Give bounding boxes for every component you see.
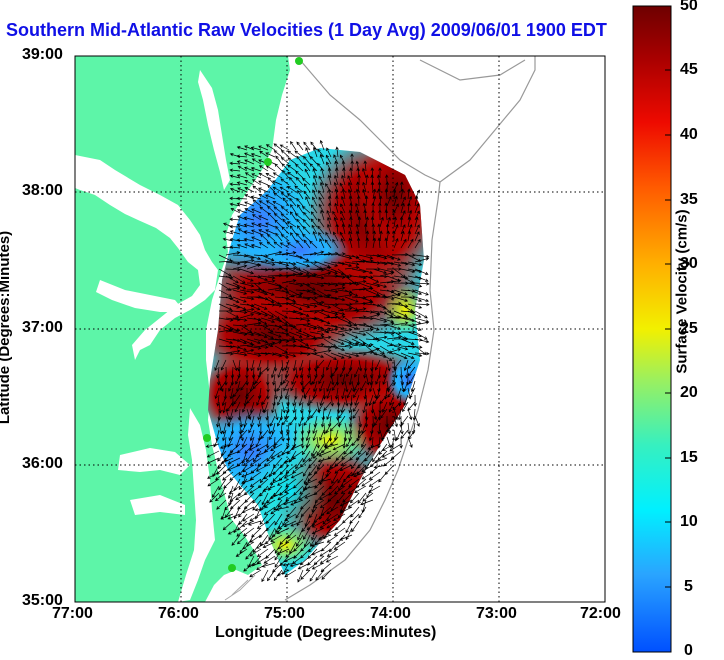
colorbar-tick: 20 <box>680 384 698 401</box>
bathymetry-contour <box>284 59 441 601</box>
colorbar-tick: 50 <box>680 0 698 14</box>
x-tick: 76:00 <box>158 605 199 622</box>
y-tick: 35:00 <box>22 592 63 609</box>
y-tick: 37:00 <box>22 319 63 336</box>
colorbar-tick: 15 <box>680 449 698 466</box>
colorbar-tick: 10 <box>680 513 698 530</box>
grid-lines <box>75 56 605 602</box>
x-axis-label: Longitude (Degrees:Minutes) <box>215 624 437 641</box>
map-title: Southern Mid-Atlantic Raw Velocities (1 … <box>6 20 607 40</box>
y-axis-label: Latitude (Degrees:Minutes) <box>0 230 14 425</box>
colorbar-tick: 25 <box>680 320 698 337</box>
station-marker <box>264 158 272 166</box>
colorbar-tick: 40 <box>680 126 698 143</box>
x-tick: 73:00 <box>476 605 517 622</box>
colorbar-label: Surface Velocity (cm/s) <box>673 209 691 374</box>
colorbar-tick: 30 <box>680 255 698 272</box>
colorbar-tick: 0 <box>684 642 693 659</box>
station-marker <box>228 564 236 572</box>
velocity-arrows <box>205 139 430 583</box>
x-tick: 75:00 <box>264 605 305 622</box>
colorbar-tick: 45 <box>680 61 698 78</box>
y-tick: 39:00 <box>22 46 63 63</box>
x-tick: 74:00 <box>370 605 411 622</box>
colorbar-tick: 5 <box>684 578 693 595</box>
velocity-arrow-set <box>205 139 430 583</box>
colorbar <box>632 5 672 653</box>
plot-frame <box>74 55 606 603</box>
y-tick: 36:00 <box>22 455 63 472</box>
colorbar-tick: 35 <box>680 191 698 208</box>
y-tick: 38:00 <box>22 182 63 199</box>
x-tick: 72:00 <box>580 605 621 622</box>
x-tick: 77:00 <box>52 605 93 622</box>
station-marker <box>203 434 211 442</box>
station-marker <box>295 57 303 65</box>
